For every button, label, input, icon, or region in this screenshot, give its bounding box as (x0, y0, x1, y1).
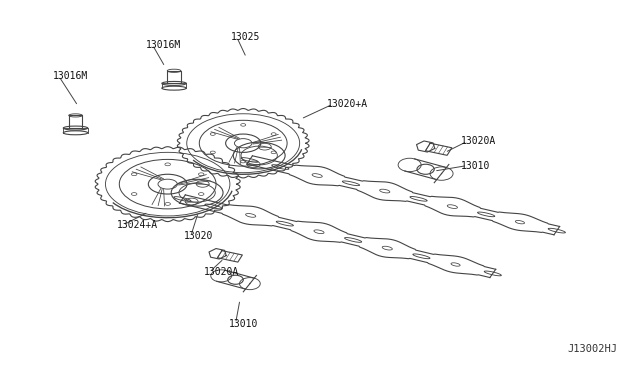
Text: 13025: 13025 (230, 32, 260, 42)
Text: 13020A: 13020A (204, 267, 239, 276)
Text: 13016M: 13016M (146, 40, 181, 49)
Text: 13010: 13010 (229, 319, 259, 328)
Text: 13024+A: 13024+A (116, 220, 157, 230)
Text: 13020+A: 13020+A (326, 99, 367, 109)
Text: 13016M: 13016M (52, 71, 88, 81)
Text: 13020A: 13020A (461, 137, 496, 146)
Text: 13010: 13010 (461, 161, 490, 170)
Text: J13002HJ: J13002HJ (568, 344, 618, 354)
Text: 13020: 13020 (184, 231, 214, 241)
